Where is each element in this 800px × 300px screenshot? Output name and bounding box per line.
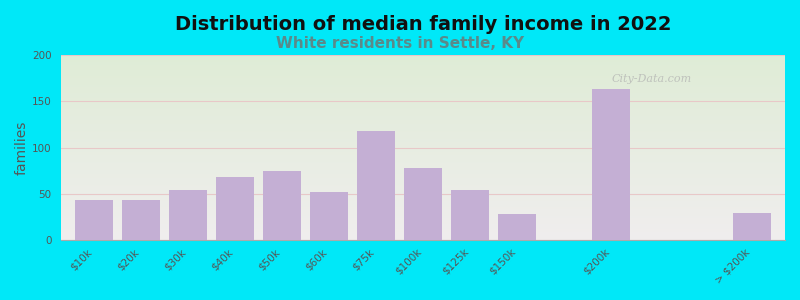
Text: City-Data.com: City-Data.com: [611, 74, 691, 83]
Bar: [592, 89, 630, 240]
Bar: [498, 214, 536, 240]
Bar: [358, 131, 395, 240]
Y-axis label: families: families: [15, 121, 29, 175]
Bar: [451, 190, 489, 240]
Bar: [216, 177, 254, 240]
Bar: [263, 171, 301, 240]
Bar: [734, 213, 771, 240]
Bar: [170, 190, 207, 240]
Bar: [122, 200, 160, 240]
Bar: [310, 192, 348, 240]
Bar: [404, 168, 442, 240]
Bar: [75, 200, 113, 240]
Text: White residents in Settle, KY: White residents in Settle, KY: [276, 36, 524, 51]
Title: Distribution of median family income in 2022: Distribution of median family income in …: [175, 15, 671, 34]
